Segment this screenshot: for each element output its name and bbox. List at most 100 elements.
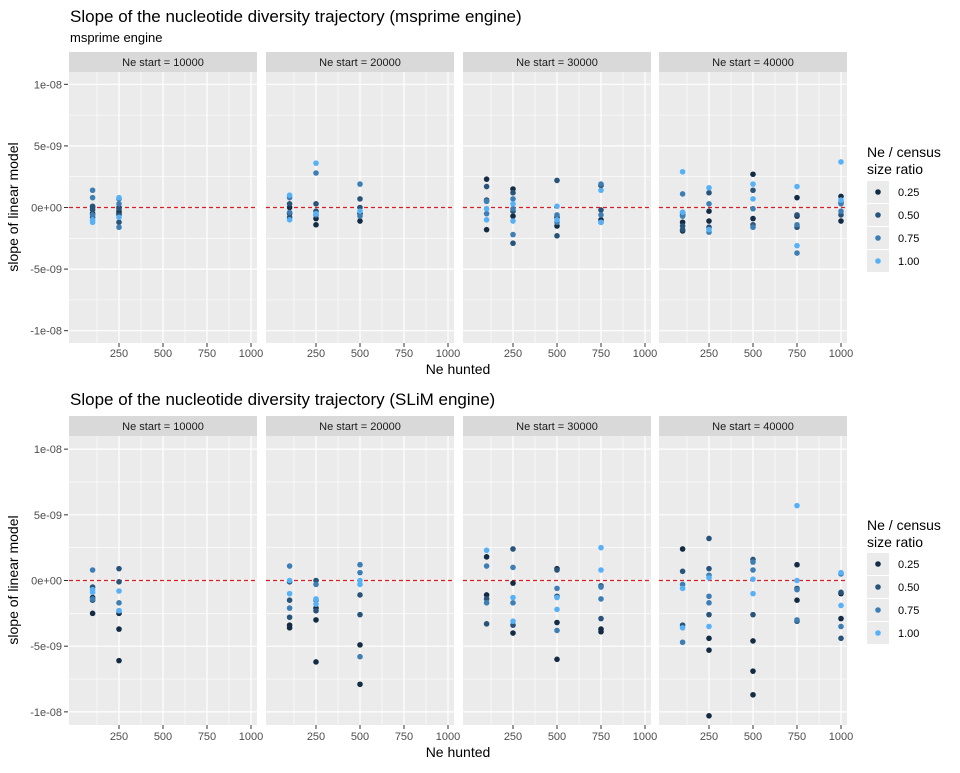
facet-strip-label: Ne start = 10000 (122, 421, 204, 433)
data-point (554, 233, 560, 239)
facet-3: Ne start = 30000 250 500 750 1000 (463, 416, 657, 743)
x-tick-label: 250 (307, 348, 325, 360)
legend-key-point (875, 584, 881, 590)
data-point (750, 590, 756, 597)
data-point (794, 561, 800, 568)
data-point (750, 224, 756, 231)
data-point (679, 639, 686, 646)
data-point (116, 565, 122, 572)
data-point (357, 642, 363, 648)
data-point (89, 207, 96, 213)
data-point (286, 563, 293, 569)
data-point (706, 184, 712, 191)
legend-label: 0.75 (898, 605, 919, 617)
x-tick-label: 500 (548, 348, 566, 360)
data-point (313, 201, 319, 207)
x-tick-label: 750 (788, 348, 806, 360)
data-point (357, 213, 363, 219)
facet-strip (69, 52, 257, 72)
facet-4: Ne start = 40000 250 500 750 1000 (659, 52, 853, 360)
data-point (838, 218, 844, 224)
data-point (838, 197, 844, 203)
data-point (598, 207, 604, 213)
legend-label: 0.25 (898, 187, 919, 199)
x-tick-label: 1000 (829, 731, 853, 743)
data-point (510, 201, 516, 207)
data-point (679, 546, 686, 552)
data-point (483, 596, 490, 602)
legend-label: 0.50 (898, 210, 919, 222)
data-point (750, 567, 756, 573)
chart-title: Slope of the nucleotide diversity trajec… (70, 7, 522, 26)
data-point (510, 622, 516, 628)
data-point (286, 597, 293, 604)
data-point (357, 218, 363, 224)
data-point (357, 592, 363, 598)
data-point (706, 647, 712, 653)
data-point (794, 586, 800, 593)
data-point (750, 611, 756, 618)
data-point (313, 607, 319, 614)
x-tick-label: 750 (788, 731, 806, 743)
data-point (706, 565, 712, 572)
x-axis-label: Ne hunted (426, 744, 491, 760)
legend-key-point (875, 607, 881, 613)
y-tick-label: 1e-08 (34, 79, 62, 91)
data-point (510, 580, 516, 586)
x-tick-label: 500 (744, 348, 762, 360)
x-tick-label: 250 (700, 348, 718, 360)
data-point (510, 189, 516, 196)
data-point (750, 638, 756, 644)
facet-strip-label: Ne start = 10000 (122, 57, 204, 69)
data-point (706, 208, 712, 214)
facet-strip (659, 416, 847, 436)
data-point (286, 590, 293, 597)
data-point (838, 589, 844, 596)
data-point (286, 217, 293, 223)
x-tick-label: 750 (395, 731, 413, 743)
facet-strip (266, 52, 454, 72)
data-point (116, 224, 122, 231)
data-point (286, 605, 293, 611)
data-point (313, 596, 319, 602)
data-point (750, 181, 756, 187)
data-point (89, 567, 96, 573)
data-point (679, 168, 686, 175)
data-point (794, 250, 800, 256)
y-tick-label: -1e-08 (30, 326, 62, 338)
data-point (286, 209, 293, 216)
data-point (510, 218, 516, 224)
data-point (679, 209, 686, 216)
y-tick-label: 5e-09 (34, 510, 62, 522)
facet-3: Ne start = 30000 250 500 750 1000 (463, 52, 657, 360)
facet-2: Ne start = 20000 250 500 750 1000 (266, 52, 460, 360)
data-point (357, 681, 363, 688)
x-tick-label: 1000 (239, 731, 263, 743)
data-point (750, 559, 756, 565)
legend-title: Ne / census (867, 144, 941, 160)
x-tick-label: 500 (548, 731, 566, 743)
data-point (794, 212, 800, 218)
data-point (706, 623, 712, 630)
data-point (313, 659, 319, 665)
data-point (357, 653, 363, 660)
data-point (89, 187, 96, 194)
x-tick-label: 250 (110, 731, 128, 743)
data-point (116, 588, 122, 594)
x-tick-label: 500 (351, 348, 369, 360)
x-tick-label: 500 (744, 731, 762, 743)
data-point (116, 194, 122, 201)
data-point (510, 213, 516, 219)
data-point (357, 196, 363, 202)
data-point (598, 187, 604, 194)
data-point (554, 203, 560, 210)
data-point (554, 567, 560, 573)
data-point (554, 212, 560, 218)
data-point (706, 575, 712, 581)
facet-strip-label: Ne start = 20000 (319, 57, 401, 69)
data-point (750, 196, 756, 202)
x-tick-label: 750 (198, 348, 216, 360)
data-point (313, 617, 319, 623)
